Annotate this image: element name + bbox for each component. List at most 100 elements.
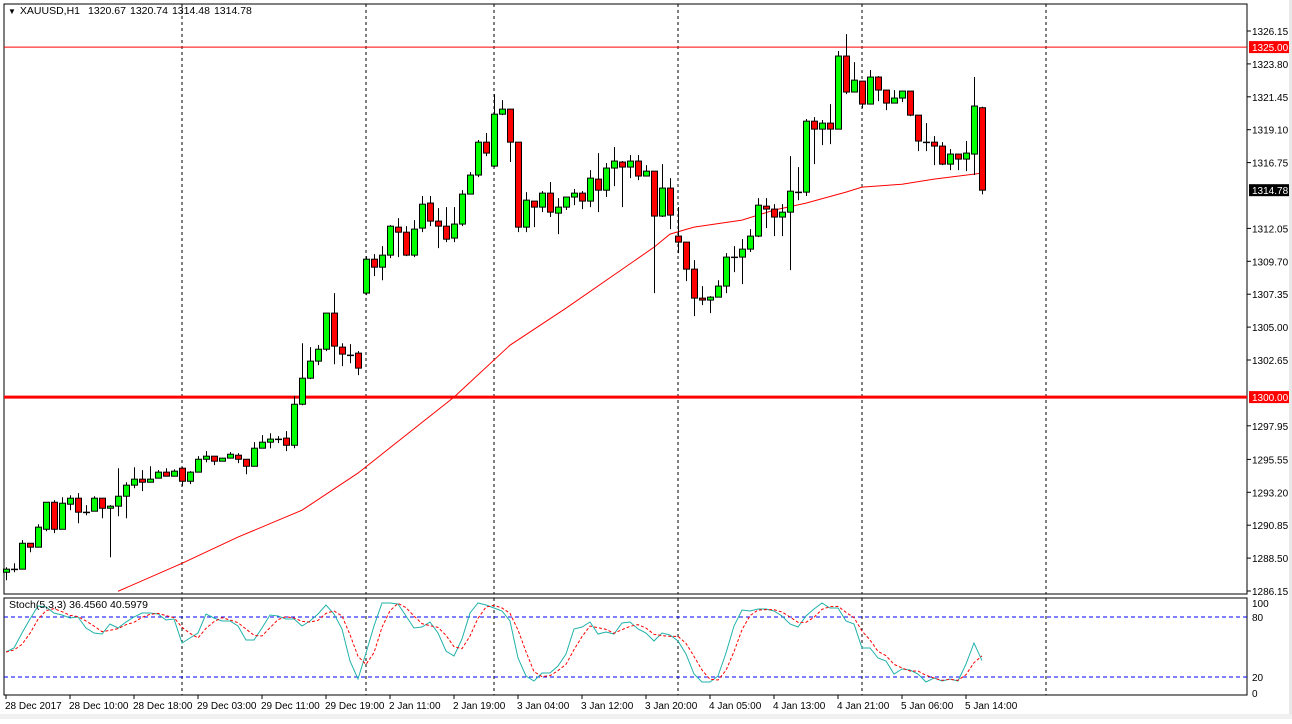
- candle: [259, 435, 266, 449]
- candle-body: [747, 235, 754, 250]
- candle: [75, 493, 82, 524]
- time-axis-label: 28 Dec 2017: [5, 701, 62, 712]
- candle: [235, 453, 242, 464]
- candle-body: [91, 497, 98, 512]
- candle: [3, 567, 10, 581]
- candle: [843, 34, 850, 95]
- candle-body: [507, 108, 514, 143]
- candle-body: [883, 89, 890, 104]
- candle: [371, 254, 378, 277]
- candle-body: [427, 202, 434, 222]
- candle-body: [243, 458, 250, 467]
- candle: [171, 469, 178, 477]
- candle: [651, 170, 658, 294]
- candle-body: [283, 437, 290, 446]
- candle: [587, 170, 594, 208]
- time-axis-label: 28 Dec 18:00: [133, 701, 193, 712]
- candle: [603, 163, 610, 198]
- candle: [595, 153, 602, 213]
- candle-body: [523, 199, 530, 228]
- candle: [859, 80, 866, 109]
- candle-body: [979, 107, 986, 191]
- price-axis-label: 1309.70: [1252, 257, 1289, 268]
- candle-body: [331, 312, 338, 347]
- candle: [283, 431, 290, 452]
- candle-body: [619, 161, 626, 168]
- candle: [147, 466, 154, 483]
- candle: [675, 207, 682, 254]
- candle-body: [779, 211, 786, 218]
- candle: [187, 471, 194, 485]
- candle-body: [811, 120, 818, 130]
- candle: [275, 436, 282, 444]
- candle-body: [211, 455, 218, 462]
- candle-body: [291, 403, 298, 446]
- candle: [179, 467, 186, 487]
- candle: [507, 108, 514, 163]
- price-axis-label: 1307.35: [1252, 290, 1289, 301]
- candle-body: [971, 105, 978, 155]
- candle: [475, 140, 482, 178]
- candle-body: [875, 76, 882, 91]
- candle-body: [299, 377, 306, 405]
- candle-body: [315, 348, 322, 362]
- candle-body: [475, 141, 482, 176]
- ohlc-open: 1320.67: [88, 5, 126, 17]
- candle-body: [851, 79, 858, 93]
- price-axis-label: 1290.85: [1252, 521, 1289, 532]
- candle: [67, 495, 74, 511]
- candle: [347, 344, 354, 364]
- candle: [683, 241, 690, 282]
- price-axis-label: 1323.80: [1252, 60, 1289, 71]
- candle-body: [603, 167, 610, 191]
- candle: [219, 457, 226, 462]
- candle: [523, 192, 530, 233]
- dropdown-triangle-icon[interactable]: ▼: [8, 6, 16, 16]
- candle-body: [539, 192, 546, 208]
- candle-body: [259, 441, 266, 449]
- candle: [835, 51, 842, 130]
- candle: [43, 501, 50, 532]
- candle: [19, 540, 26, 570]
- candle-body: [75, 497, 82, 513]
- candle: [811, 117, 818, 165]
- candle-body: [651, 170, 658, 217]
- candle-body: [131, 478, 138, 486]
- candle: [627, 155, 634, 179]
- price-axis-label: 1293.20: [1252, 488, 1289, 499]
- candle-body: [715, 285, 722, 298]
- candle-body: [827, 122, 834, 130]
- candle-body: [627, 160, 634, 168]
- candle: [539, 191, 546, 213]
- stochastic-panel-frame: [3, 597, 1248, 696]
- candle: [123, 482, 130, 519]
- candle: [819, 120, 826, 146]
- candle: [947, 149, 954, 171]
- candle-body: [235, 454, 242, 460]
- candle-body: [611, 160, 618, 169]
- price-axis-label: 1297.95: [1252, 422, 1289, 433]
- candle-body: [795, 191, 802, 194]
- level-price-tag: [1249, 41, 1289, 54]
- candle: [747, 229, 754, 253]
- candle-body: [323, 312, 330, 350]
- candle-body: [947, 153, 954, 165]
- candle: [435, 208, 442, 249]
- candle: [699, 286, 706, 306]
- stochastic-label: Stoch(5,3,3) 36.4560 40.5979: [9, 599, 148, 611]
- time-axis-label: 28 Dec 10:00: [69, 701, 129, 712]
- candle-body: [171, 470, 178, 477]
- candle-body: [891, 97, 898, 104]
- candle: [363, 256, 370, 296]
- main-panel-frame: [3, 3, 1248, 595]
- candle-body: [867, 76, 874, 105]
- candle: [739, 239, 746, 285]
- candle-body: [835, 55, 842, 130]
- candle: [755, 198, 762, 238]
- time-axis-label: 4 Jan 13:00: [773, 701, 826, 712]
- candle: [555, 198, 562, 235]
- time-axis-label: 5 Jan 06:00: [901, 701, 954, 712]
- candle: [659, 164, 666, 218]
- candle-body: [899, 90, 906, 99]
